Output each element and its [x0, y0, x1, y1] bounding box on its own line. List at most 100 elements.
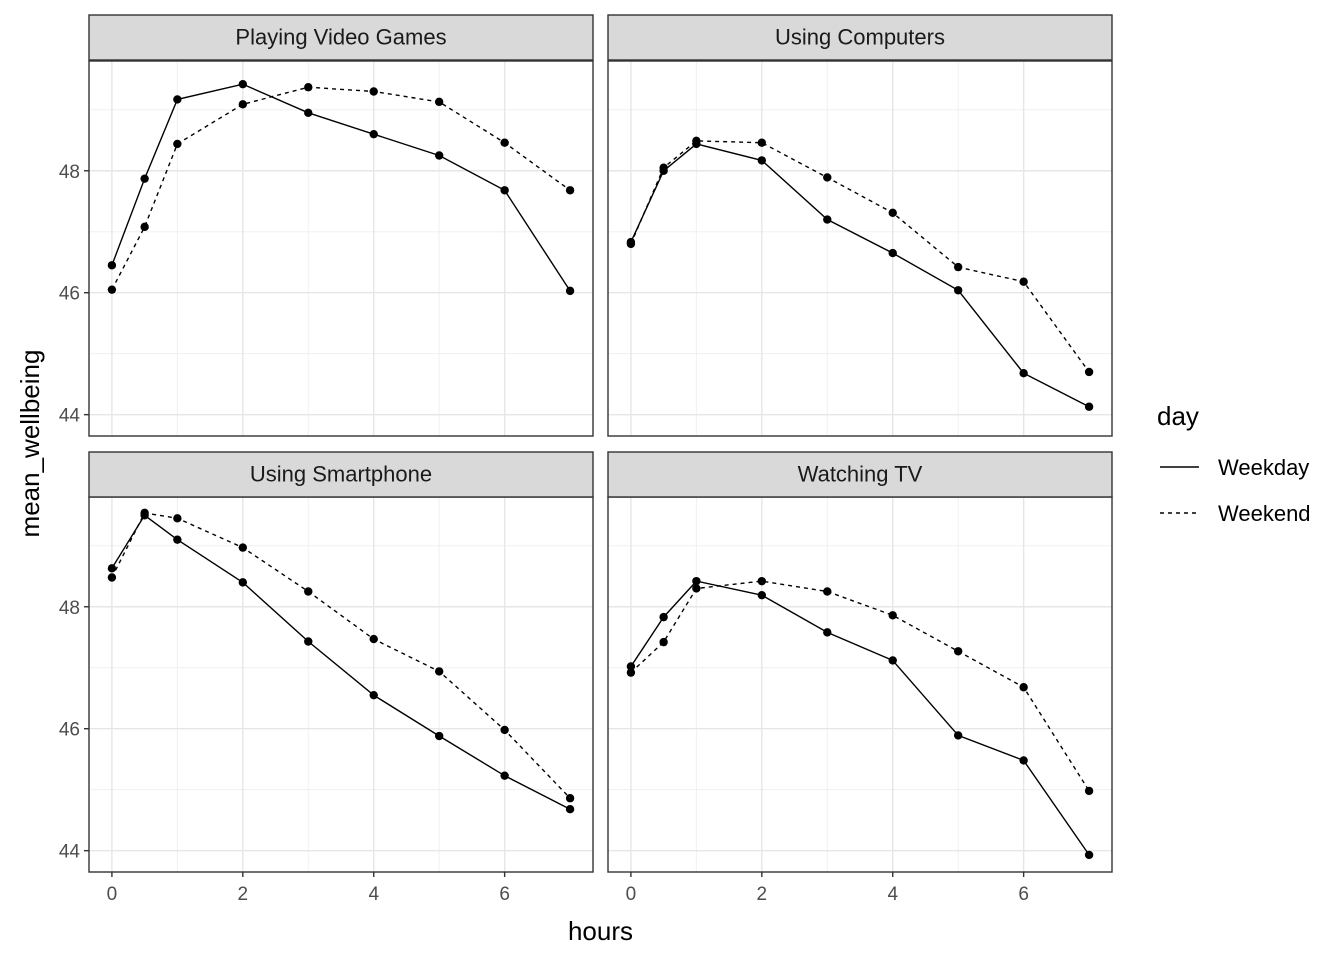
- panel-background: [89, 497, 593, 872]
- data-point-weekday: [659, 612, 668, 622]
- x-tick-label: 4: [368, 884, 379, 905]
- data-point-weekday: [107, 261, 117, 270]
- data-point-weekend: [823, 587, 832, 596]
- data-point-weekend: [238, 100, 248, 109]
- data-point-weekday: [1084, 850, 1094, 860]
- panel-strip: [88, 14, 594, 61]
- data-point-weekend: [888, 611, 897, 620]
- x-tick-label: 0: [107, 884, 118, 905]
- data-point-weekend: [692, 136, 701, 146]
- data-point-weekend: [659, 637, 668, 647]
- data-point-weekday: [1019, 756, 1028, 765]
- data-point-weekday: [238, 578, 248, 587]
- data-point-weekday: [692, 576, 701, 586]
- data-point-weekday: [434, 731, 444, 741]
- panel-title: Watching TV: [798, 462, 923, 487]
- panel-background: [608, 61, 1112, 436]
- data-point-weekend: [1019, 683, 1028, 692]
- panel-strip: [607, 451, 1113, 498]
- x-axis-title: hours: [568, 916, 633, 946]
- data-point-weekend: [1019, 277, 1028, 286]
- data-point-weekday: [140, 174, 149, 183]
- y-tick-label: 44: [59, 842, 81, 863]
- data-point-weekday: [888, 656, 897, 665]
- data-point-weekend: [369, 634, 378, 644]
- data-point-weekend: [238, 543, 248, 552]
- panel-1: Playing Video Games 44 46 48: [59, 14, 594, 437]
- data-point-weekend: [434, 97, 444, 107]
- data-point-weekend: [140, 222, 149, 232]
- x-tick-label: 6: [1018, 884, 1029, 905]
- data-point-weekday: [757, 156, 767, 165]
- data-point-weekend: [659, 163, 668, 172]
- panel-background: [608, 497, 1112, 872]
- x-tick-label: 2: [757, 884, 768, 905]
- data-point-weekend: [1084, 786, 1094, 796]
- x-tick-label: 6: [499, 884, 510, 905]
- data-point-weekend: [173, 139, 182, 149]
- data-point-weekday: [888, 248, 897, 258]
- data-point-weekend: [757, 576, 767, 586]
- y-tick-label: 44: [59, 406, 81, 427]
- data-point-weekend: [565, 794, 575, 803]
- data-point-weekend: [757, 138, 767, 147]
- data-point-weekday: [500, 771, 509, 780]
- data-point-weekday: [173, 535, 182, 544]
- data-point-weekend: [888, 208, 897, 218]
- data-point-weekend: [692, 584, 701, 593]
- legend-label-weekday: Weekday: [1218, 455, 1309, 480]
- data-point-weekend: [626, 668, 636, 677]
- data-point-weekend: [565, 186, 575, 195]
- series-line-weekend: [630, 580, 1090, 792]
- data-point-weekend: [304, 83, 313, 92]
- panel-title: Using Smartphone: [250, 462, 432, 487]
- x-tick-label: 2: [238, 884, 249, 905]
- panel-4: Watching TV 0 2 4 6: [607, 451, 1113, 905]
- data-point-weekday: [565, 804, 575, 814]
- data-point-weekend: [953, 262, 963, 272]
- data-point-weekend: [626, 239, 636, 249]
- data-point-weekday: [626, 662, 636, 671]
- y-tick-label: 48: [59, 162, 80, 183]
- data-point-weekend: [107, 285, 117, 294]
- panel-2: Using Computers: [607, 14, 1113, 437]
- data-point-weekday: [757, 590, 767, 600]
- x-tick-label: 0: [626, 884, 637, 905]
- data-point-weekday: [500, 186, 509, 195]
- data-point-weekend: [107, 573, 117, 582]
- panel-strip: [607, 14, 1113, 61]
- data-point-weekday: [565, 286, 575, 296]
- panel-strip: [88, 451, 594, 498]
- data-point-weekday: [1019, 368, 1028, 378]
- panel-border: [607, 60, 1113, 437]
- x-tick-label: 4: [887, 884, 898, 905]
- data-point-weekend: [369, 87, 378, 96]
- data-point-weekend: [823, 173, 832, 182]
- data-point-weekday: [434, 151, 444, 160]
- data-point-weekday: [304, 637, 313, 646]
- data-point-weekend: [140, 508, 149, 518]
- data-point-weekday: [369, 129, 378, 139]
- data-point-weekday: [953, 286, 963, 295]
- y-tick-label: 46: [59, 720, 80, 741]
- y-axis-title: mean_wellbeing: [15, 350, 45, 538]
- data-point-weekday: [107, 564, 117, 573]
- panel-title: Playing Video Games: [235, 25, 446, 50]
- data-point-weekday: [823, 628, 832, 637]
- data-point-weekday: [823, 215, 832, 224]
- data-point-weekend: [173, 514, 182, 523]
- data-point-weekend: [500, 138, 509, 147]
- data-point-weekend: [500, 725, 509, 735]
- legend: day Weekday Weekend: [1157, 401, 1311, 526]
- legend-label-weekend: Weekend: [1218, 501, 1311, 526]
- y-tick-label: 46: [59, 284, 80, 305]
- data-point-weekday: [304, 108, 313, 118]
- data-point-weekday: [238, 79, 248, 89]
- panel-background: [89, 61, 593, 436]
- legend-title: day: [1157, 401, 1199, 431]
- data-point-weekday: [1084, 402, 1094, 411]
- data-point-weekend: [1084, 367, 1094, 377]
- data-point-weekday: [173, 95, 182, 104]
